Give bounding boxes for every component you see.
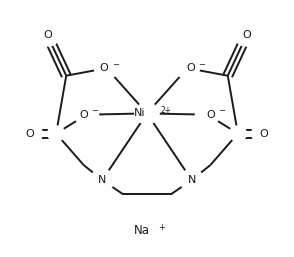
Circle shape (90, 169, 114, 191)
Circle shape (252, 123, 276, 144)
Circle shape (74, 104, 98, 125)
Text: N: N (188, 175, 196, 185)
Text: +: + (158, 223, 165, 232)
Circle shape (229, 126, 246, 141)
Text: O: O (186, 63, 195, 73)
Text: −: − (112, 60, 119, 69)
Text: O: O (242, 31, 251, 40)
Circle shape (135, 103, 159, 124)
Text: −: − (218, 106, 225, 115)
Circle shape (175, 58, 200, 79)
Text: Ni: Ni (134, 108, 146, 118)
Text: −: − (92, 106, 98, 115)
Circle shape (18, 123, 42, 144)
Text: 2+: 2+ (161, 106, 172, 115)
Text: O: O (206, 110, 215, 120)
Circle shape (180, 169, 204, 191)
Text: O: O (43, 31, 52, 40)
Text: O: O (259, 128, 268, 139)
Text: O: O (79, 110, 88, 120)
Circle shape (196, 104, 220, 125)
Circle shape (48, 126, 65, 141)
Text: O: O (99, 63, 108, 73)
Text: O: O (26, 128, 35, 139)
Circle shape (234, 25, 259, 46)
Circle shape (94, 58, 119, 79)
Text: −: − (198, 60, 205, 69)
Text: Na: Na (134, 224, 150, 237)
Circle shape (35, 25, 60, 46)
Text: N: N (98, 175, 106, 185)
